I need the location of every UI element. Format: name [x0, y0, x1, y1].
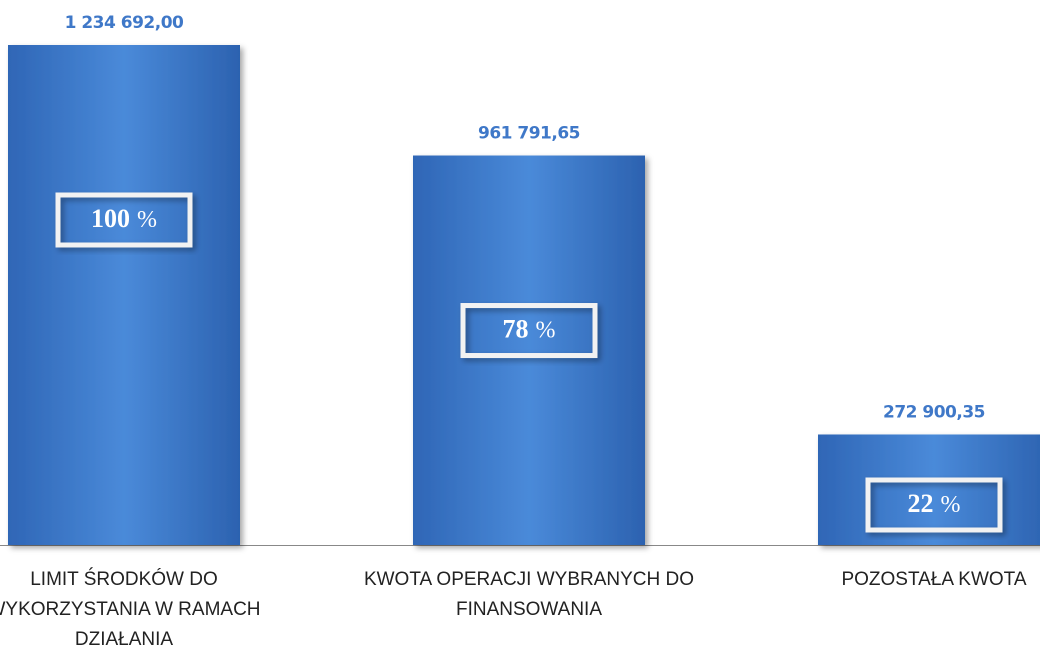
percent-value: 100	[91, 204, 130, 233]
percent-box	[460, 303, 598, 359]
x-tick-label: POZOSTAŁA KWOTA	[841, 569, 1026, 590]
value-label: 961 791,65	[478, 124, 580, 144]
bar	[8, 45, 240, 545]
bar	[413, 155, 645, 545]
percent-sign: %	[941, 492, 961, 518]
value-label: 1 234 692,00	[65, 13, 184, 33]
percent-box	[55, 192, 193, 248]
percent-sign: %	[137, 207, 157, 233]
x-tick-label: LIMIT ŚRODKÓW DO WYKORZYSTANIA W RAMACH DZ…	[0, 568, 261, 650]
percent-label: 100%	[91, 204, 157, 233]
percent-value: 78	[503, 314, 529, 343]
percent-value: 22	[908, 489, 934, 518]
value-label: 272 900,35	[883, 402, 985, 422]
bar	[818, 434, 1040, 545]
x-tick-label: KWOTA OPERACJI WYBRANYCH DO FINANSOWANIA	[364, 569, 694, 620]
percent-label: 78%	[503, 314, 556, 343]
percent-label: 22%	[908, 489, 961, 518]
percent-sign: %	[536, 317, 556, 343]
percent-box	[865, 477, 1003, 533]
